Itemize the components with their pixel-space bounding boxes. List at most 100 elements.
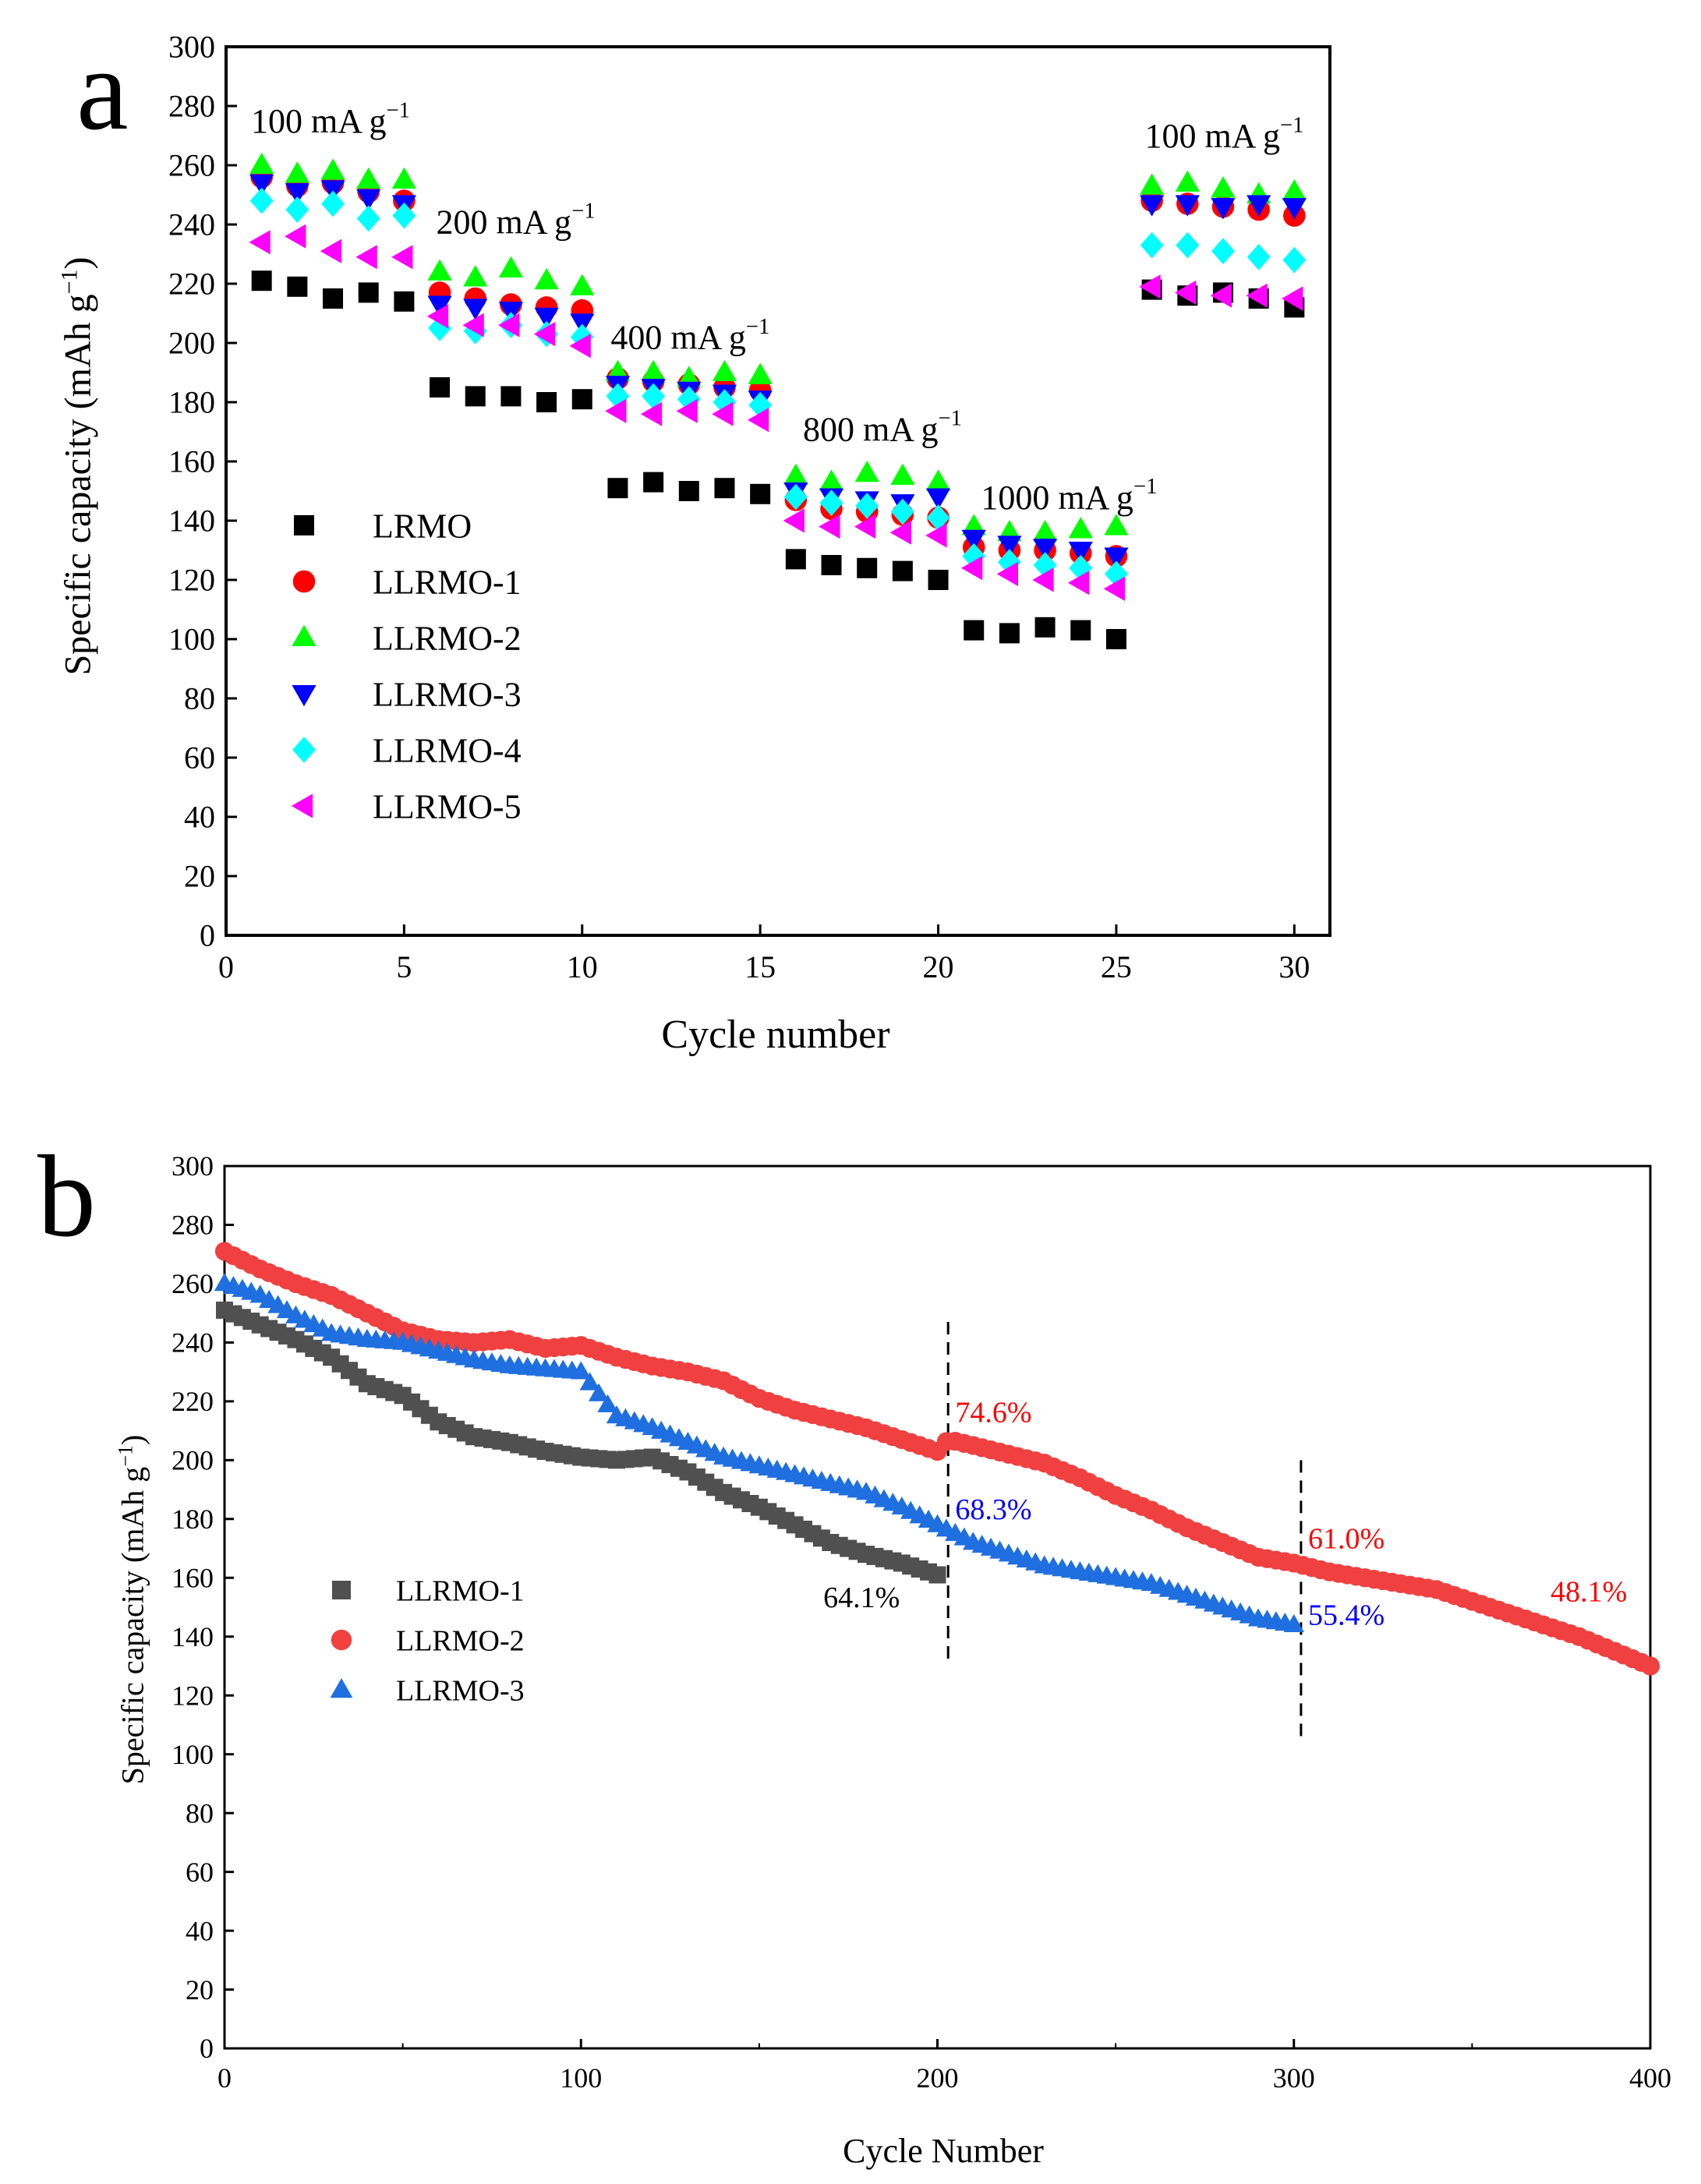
a-point	[854, 460, 879, 482]
a-annotation: 800 mA g−1	[803, 407, 962, 449]
a-point	[854, 514, 876, 539]
a-point	[1104, 560, 1128, 588]
a-ytick-label: 0	[200, 918, 215, 953]
a-series-llrmo-5	[249, 224, 1303, 601]
a-ytick-label: 60	[184, 740, 215, 776]
a-point	[323, 288, 344, 309]
b-ytick-label: 160	[172, 1563, 214, 1594]
a-point	[676, 398, 698, 423]
a-point	[678, 481, 699, 501]
a-point	[783, 463, 808, 486]
a-point	[1282, 286, 1303, 311]
a-point	[1282, 178, 1307, 201]
b-legend-label: LLRMO-2	[396, 1624, 525, 1657]
b-xtick-label: 300	[1273, 2062, 1315, 2094]
a-legend-marker	[294, 515, 314, 535]
b-point	[1640, 1656, 1660, 1676]
b-ytick-label: 260	[172, 1268, 214, 1299]
a-point	[391, 167, 416, 189]
a-point	[712, 401, 734, 426]
a-point	[249, 174, 274, 196]
a-point	[571, 389, 592, 410]
a-point	[498, 313, 520, 337]
a-legend-marker	[292, 737, 316, 763]
b-ytick-label: 180	[172, 1504, 214, 1535]
a-point	[892, 560, 913, 581]
a-xtick-label: 30	[1278, 949, 1310, 984]
a-point	[427, 259, 452, 281]
a-point	[1032, 539, 1058, 560]
b-series-llrmo-1	[216, 1301, 946, 1584]
a-point	[889, 520, 911, 545]
a-point	[1105, 629, 1126, 649]
x-axis-title-a: Cycle number	[661, 1012, 890, 1057]
a-legend-label: LLRMO-1	[373, 563, 522, 601]
a-point	[1247, 243, 1271, 270]
a-point	[1139, 274, 1161, 299]
b-legend-marker	[332, 1581, 351, 1599]
a-ytick-label: 100	[168, 622, 215, 657]
a-point	[748, 362, 773, 384]
b-series-llrmo-2	[214, 1242, 1660, 1676]
a-ytick-label: 160	[168, 444, 215, 479]
b-point	[571, 1361, 592, 1380]
b-xtick-label: 100	[560, 2062, 602, 2094]
a-point	[570, 274, 595, 295]
a-point	[1032, 519, 1058, 542]
a-legend-marker	[292, 570, 316, 593]
a-point	[427, 295, 452, 317]
a-point	[249, 152, 274, 175]
b-ytick-label: 200	[172, 1445, 214, 1476]
a-point	[961, 529, 986, 552]
a-point	[251, 270, 272, 292]
a-ytick-label: 180	[168, 385, 215, 420]
a-point	[1211, 238, 1235, 265]
a-point	[821, 555, 842, 575]
a-point	[964, 620, 985, 641]
a-legend-marker	[291, 793, 313, 818]
b-ytick-label: 100	[172, 1739, 214, 1770]
a-ytick-label: 220	[168, 267, 215, 302]
rate-capability-chart: 0204060801001201401601802002202402602803…	[168, 30, 1331, 984]
a-point	[249, 187, 274, 214]
b-ytick-label: 0	[200, 2033, 214, 2064]
a-point	[1032, 567, 1054, 592]
a-ytick-label: 260	[168, 148, 215, 183]
a-point	[1103, 576, 1125, 601]
a-point	[391, 245, 413, 270]
a-point	[857, 557, 878, 578]
a-point	[534, 267, 559, 290]
a-point	[394, 291, 415, 312]
b-point	[579, 1372, 600, 1391]
a-xtick-label: 0	[218, 949, 234, 984]
a-point	[607, 478, 628, 499]
a-point	[996, 561, 1018, 586]
a-point	[1176, 231, 1200, 259]
b-ytick-label: 40	[186, 1915, 214, 1946]
a-xtick-label: 5	[396, 949, 412, 984]
a-xtick-label: 10	[567, 949, 598, 984]
b-ytick-label: 80	[186, 1797, 214, 1829]
a-point	[890, 498, 914, 525]
a-point	[1034, 617, 1056, 638]
a-point	[320, 239, 342, 263]
a-legend-marker	[292, 684, 317, 707]
a-legend-marker	[292, 624, 317, 647]
a-point	[356, 189, 381, 211]
b-ytick-label: 280	[172, 1210, 214, 1241]
a-point	[960, 556, 983, 581]
a-point	[500, 386, 522, 407]
x-axis-title-b: Cycle Number	[843, 2132, 1044, 2170]
a-ytick-label: 200	[168, 326, 215, 361]
a-point	[747, 408, 769, 433]
a-point	[285, 224, 306, 249]
b-series-llrmo-3	[214, 1273, 1304, 1632]
b-ytick-label: 220	[172, 1386, 214, 1417]
b-legend-marker	[330, 1678, 353, 1698]
a-point	[677, 386, 701, 413]
a-point	[1210, 283, 1232, 308]
b-point	[928, 1566, 946, 1584]
a-point	[285, 196, 309, 223]
a-annotation: 1000 mA g−1	[981, 475, 1157, 517]
